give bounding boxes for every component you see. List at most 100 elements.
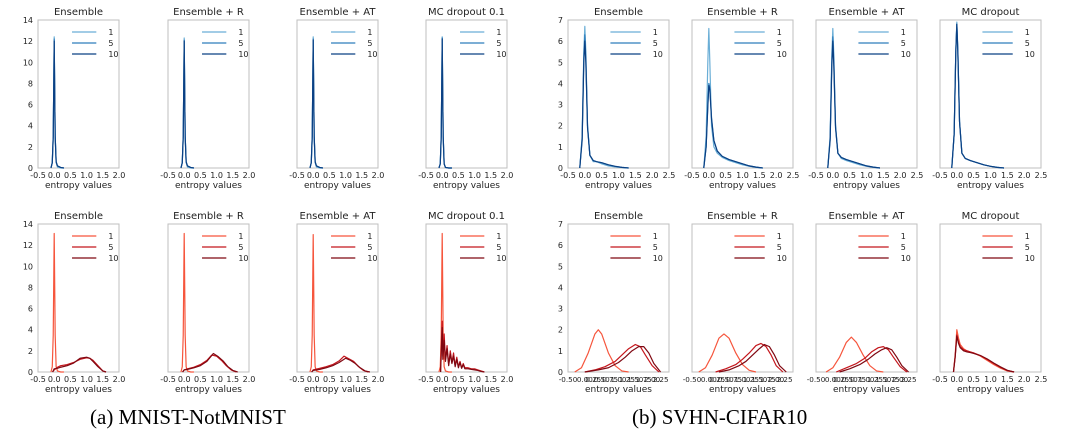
series-line-5 — [835, 346, 908, 373]
x-tick-label: 0.5 — [595, 171, 608, 180]
y-tick-label: 4 — [558, 79, 563, 88]
series-line-1 — [698, 333, 757, 373]
x-tick-label: 2.0 — [501, 375, 514, 384]
series-line-1 — [703, 27, 763, 169]
x-axis-label: entropy values — [585, 385, 652, 395]
x-tick-label: 2.00 — [892, 375, 908, 384]
x-tick-label: -0.5 — [560, 171, 576, 180]
legend-label: 10 — [367, 254, 377, 263]
x-tick-label: 1.0 — [984, 171, 997, 180]
y-tick-label: 12 — [23, 241, 33, 250]
legend-label: 1 — [1025, 232, 1030, 241]
x-tick-label: 1.50 — [751, 375, 767, 384]
x-tick-label: 1.75 — [636, 375, 652, 384]
x-tick-label: 1.5 — [355, 375, 368, 384]
y-tick-label: 1 — [558, 143, 563, 152]
plot-frame — [167, 19, 250, 169]
x-tick-label: 1.0 — [468, 375, 481, 384]
series-line-1 — [50, 232, 64, 373]
plot-frame — [815, 19, 918, 169]
y-tick-label: 0 — [558, 368, 563, 377]
series-line-1 — [309, 233, 323, 373]
y-tick-label: 12 — [23, 37, 33, 46]
series-line-5 — [827, 36, 881, 169]
series-line-10 — [180, 40, 195, 169]
x-tick-label: 0.0 — [307, 171, 320, 180]
legend-label: 1 — [653, 28, 658, 37]
y-tick-label: 2 — [28, 347, 33, 356]
x-tick-label: 2.0 — [770, 171, 783, 180]
legend-label: 10 — [496, 254, 506, 263]
x-axis-label: entropy values — [833, 385, 900, 395]
x-tick-label: 0.75 — [602, 375, 618, 384]
y-tick-label: 10 — [23, 58, 33, 67]
x-tick-label: 0.75 — [726, 375, 742, 384]
x-tick-label: -0.50 — [807, 375, 826, 384]
legend-label: 5 — [777, 243, 782, 252]
x-axis-label: entropy values — [45, 181, 112, 191]
subplot-a-top-2: Ensemble + AT -0.5 0.0 0.5 1.0 1.5 2.0entropy … — [289, 7, 384, 191]
subplot-b-top-2: Ensemble + AT -0.5 0.0 0.5 1.0 1.5 2.0 2.5 entro… — [808, 7, 923, 191]
series-line-10 — [311, 357, 371, 373]
legend-label: 5 — [108, 243, 113, 252]
x-tick-label: 0.0 — [436, 171, 449, 180]
series-line-10 — [703, 84, 763, 169]
x-tick-label: 0.5 — [194, 375, 207, 384]
x-axis-label: entropy values — [709, 181, 776, 191]
legend-label: 10 — [1025, 50, 1035, 59]
subplot-title: Ensemble + AT — [829, 7, 906, 18]
x-tick-label: 2.5 — [1035, 171, 1048, 180]
x-tick-label: 0.0 — [178, 171, 191, 180]
legend-label: 5 — [238, 243, 243, 252]
x-tick-label: 1.50 — [875, 375, 891, 384]
x-tick-label: 2.0 — [113, 375, 126, 384]
caption-b: (b) SVHN-CIFAR10 — [632, 405, 808, 429]
legend-label: 10 — [901, 50, 911, 59]
legend-label: 1 — [901, 28, 906, 37]
subplot-b-bottom-2: Ensemble + AT-0.50 0.000.250.500.751.001.… — [807, 211, 918, 395]
legend-label: 10 — [777, 50, 787, 59]
y-tick-label: 4 — [28, 326, 33, 335]
x-tick-label: -0.5 — [30, 375, 46, 384]
subplot-b-bottom-0: Ensemble -0.50 0.000.250.500.751.001.251.5… — [558, 211, 670, 395]
x-tick-label: -0.5 — [418, 171, 434, 180]
subplot-title: Ensemble — [594, 211, 643, 222]
series-line-5 — [951, 23, 1005, 169]
x-tick-label: -0.5 — [160, 171, 176, 180]
x-tick-label: 1.5 — [629, 171, 642, 180]
subplot-title: Ensemble + R — [173, 7, 244, 18]
y-tick-label: 5 — [558, 262, 563, 271]
x-tick-label: 2.5 — [787, 171, 800, 180]
x-tick-label: -0.5 — [418, 375, 434, 384]
x-tick-label: 2.0 — [372, 375, 385, 384]
x-tick-label: 1.5 — [355, 171, 368, 180]
plot-frame — [815, 223, 918, 373]
x-tick-label: 0.5 — [323, 171, 336, 180]
legend-label: 10 — [901, 254, 911, 263]
legend-label: 10 — [653, 254, 663, 263]
y-tick-label: 0 — [28, 368, 33, 377]
x-tick-label: -0.5 — [932, 375, 948, 384]
x-tick-label: 1.0 — [339, 375, 352, 384]
plot-frame — [567, 223, 670, 373]
legend-label: 1 — [777, 232, 782, 241]
x-tick-label: 0.50 — [594, 375, 610, 384]
legend-label: 10 — [653, 50, 663, 59]
series-line-1 — [827, 27, 881, 169]
y-tick-label: 0 — [28, 164, 33, 173]
series-line-10 — [50, 40, 65, 169]
y-tick-label: 2 — [28, 143, 33, 152]
x-tick-label: 0.0 — [578, 171, 591, 180]
y-tick-label: 8 — [28, 79, 33, 88]
subplot-title: Ensemble — [54, 211, 103, 222]
x-tick-label: 1.0 — [736, 171, 749, 180]
x-tick-label: 1.0 — [210, 375, 223, 384]
y-tick-label: 6 — [28, 101, 33, 110]
legend-label: 5 — [108, 39, 113, 48]
x-tick-label: 2.5 — [663, 171, 676, 180]
x-tick-label: -0.5 — [289, 171, 305, 180]
legend-label: 5 — [901, 39, 906, 48]
subplot-b-top-1: Ensemble + R -0.5 0.0 0.5 1.0 1.5 2.0 2.5 entrop… — [684, 7, 799, 191]
